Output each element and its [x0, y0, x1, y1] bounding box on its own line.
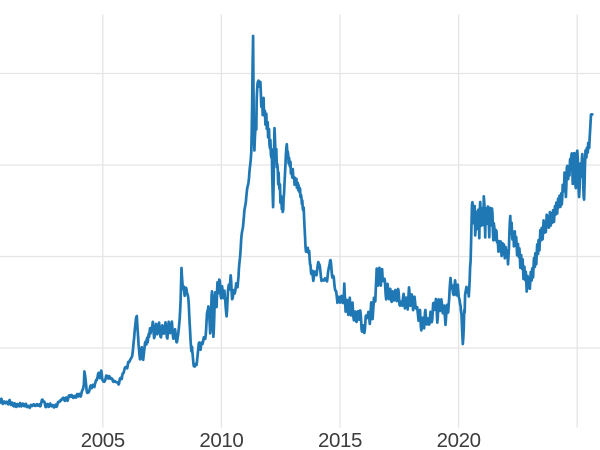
svg-text:2010: 2010: [199, 429, 243, 450]
svg-text:2005: 2005: [81, 429, 125, 450]
svg-text:2020: 2020: [437, 429, 481, 450]
svg-text:2015: 2015: [318, 429, 362, 450]
